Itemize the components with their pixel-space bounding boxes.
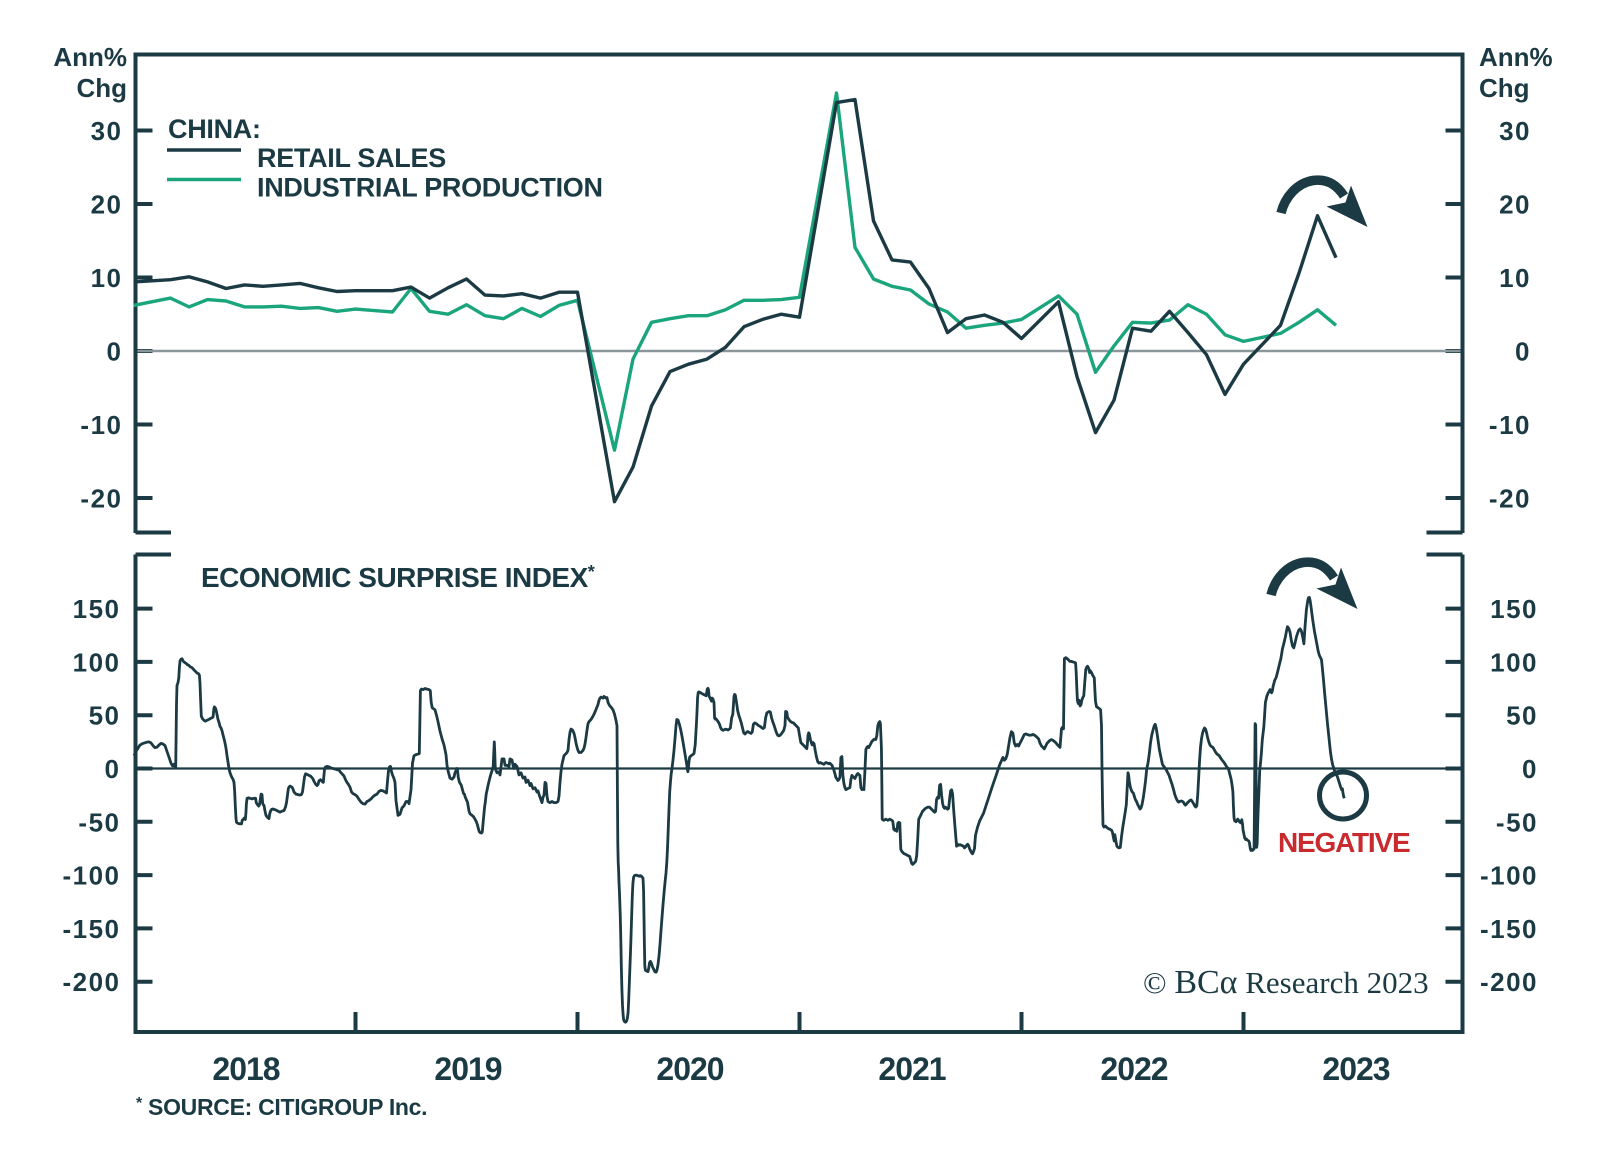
svg-text:2021: 2021 [878,1051,945,1087]
svg-text:30: 30 [1499,116,1531,146]
svg-text:-200: -200 [1480,967,1538,997]
svg-text:-10: -10 [1489,410,1531,440]
svg-text:* SOURCE: CITIGROUP Inc.: * SOURCE: CITIGROUP Inc. [136,1094,427,1120]
svg-text:0: 0 [105,754,121,784]
svg-text:ECONOMIC SURPRISE INDEX*: ECONOMIC SURPRISE INDEX* [201,562,595,593]
svg-text:50: 50 [1506,701,1538,731]
svg-text:INDUSTRIAL PRODUCTION: INDUSTRIAL PRODUCTION [257,173,603,203]
svg-text:© BCα Research 2023: © BCα Research 2023 [1143,964,1429,1001]
svg-text:CHINA:: CHINA: [168,114,261,144]
svg-text:20: 20 [91,190,123,220]
svg-text:0: 0 [1515,337,1531,367]
svg-text:0: 0 [107,337,123,367]
svg-text:2019: 2019 [434,1051,501,1087]
svg-text:-100: -100 [1480,861,1538,891]
svg-text:10: 10 [1499,263,1531,293]
svg-text:2020: 2020 [656,1051,723,1087]
svg-text:-100: -100 [62,861,120,891]
svg-text:-50: -50 [1496,807,1538,837]
svg-text:2023: 2023 [1322,1051,1389,1087]
svg-text:150: 150 [73,594,121,624]
svg-text:-10: -10 [80,410,122,440]
svg-text:50: 50 [89,701,121,731]
svg-text:RETAIL SALES: RETAIL SALES [257,143,446,173]
svg-text:150: 150 [1490,594,1538,624]
svg-text:100: 100 [1490,647,1538,677]
svg-text:Chg: Chg [76,73,127,103]
svg-text:Ann%: Ann% [1479,42,1553,72]
svg-text:-200: -200 [62,967,120,997]
svg-text:-150: -150 [1480,914,1538,944]
svg-text:0: 0 [1522,754,1538,784]
svg-text:Chg: Chg [1479,73,1530,103]
svg-text:-20: -20 [80,484,122,514]
svg-text:Ann%: Ann% [53,42,127,72]
svg-text:2022: 2022 [1100,1051,1167,1087]
svg-text:NEGATIVE: NEGATIVE [1278,827,1410,858]
svg-text:-50: -50 [78,807,120,837]
svg-text:2018: 2018 [212,1051,279,1087]
svg-text:-20: -20 [1489,484,1531,514]
svg-text:-150: -150 [62,914,120,944]
svg-text:100: 100 [73,647,121,677]
svg-text:20: 20 [1499,190,1531,220]
svg-text:30: 30 [91,116,123,146]
svg-text:10: 10 [91,263,123,293]
